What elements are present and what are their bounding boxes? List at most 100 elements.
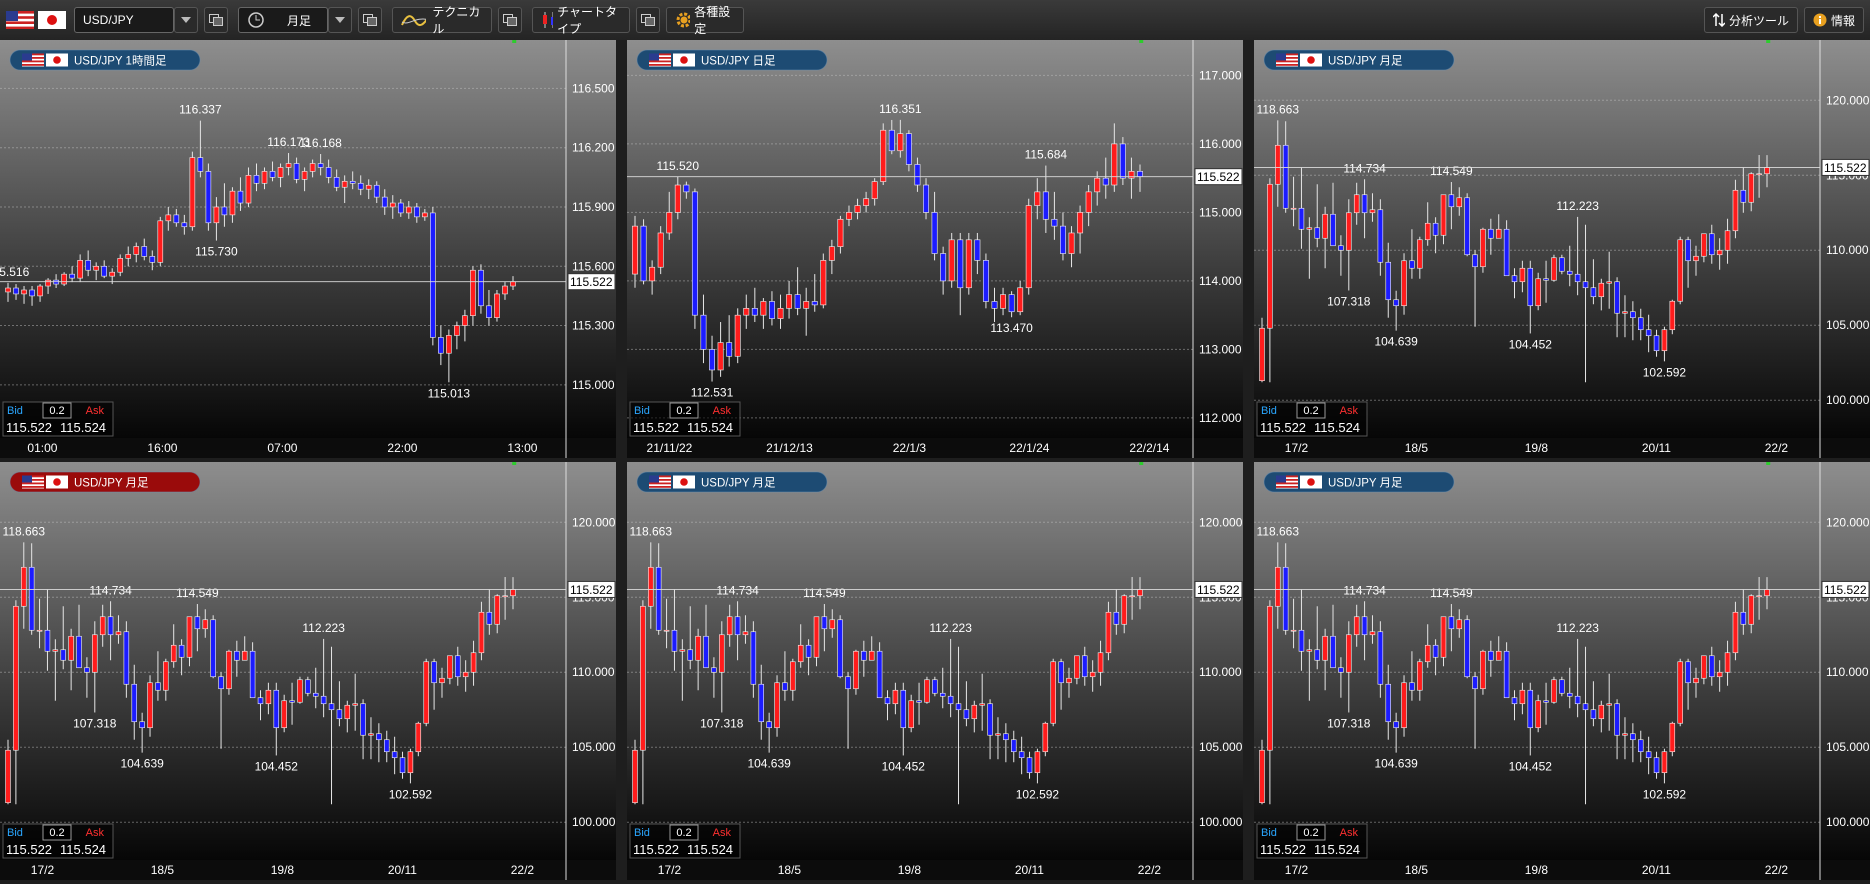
candle-body	[125, 254, 132, 259]
timeframe-dropdown[interactable]	[328, 7, 352, 33]
chart-panel[interactable]: 100.000105.000110.000115.000120.00017/21…	[1254, 462, 1870, 880]
candle-body	[423, 661, 429, 724]
candle-body	[1456, 197, 1463, 208]
jp-flag-disc	[680, 56, 688, 64]
symbol-dropdown[interactable]	[174, 7, 198, 33]
us-flag-canton	[22, 53, 32, 61]
candle-body	[1716, 249, 1723, 256]
settings-button[interactable]: 各種設定	[666, 5, 744, 36]
us-flag-stripe	[22, 486, 44, 488]
spread-value: 0.2	[1303, 405, 1318, 417]
candle-body	[1732, 189, 1739, 232]
candle-body	[147, 682, 153, 729]
candle-body	[249, 650, 256, 699]
candle-body	[1393, 299, 1399, 307]
chart-title: USD/JPY 月足	[1328, 56, 1403, 68]
price-annotation: 118.663	[1257, 524, 1300, 538]
candle-body	[1724, 230, 1731, 251]
timeframe-select[interactable]: 月足	[238, 7, 328, 33]
candle-body	[381, 196, 388, 208]
info-button[interactable]: 情報	[1803, 7, 1864, 33]
price-annotation: 107.318	[700, 716, 744, 730]
price-annotation: 112.223	[929, 621, 972, 635]
candle-body	[649, 266, 656, 282]
candle-body	[237, 190, 244, 204]
candle-body	[384, 739, 390, 753]
chart-title: USD/JPY 日足	[701, 56, 776, 68]
candle-body	[663, 629, 670, 632]
jp-flag-disc	[1307, 478, 1315, 486]
chart-title-tab[interactable]: USD/JPY 月足	[636, 471, 828, 493]
candle-body	[1085, 191, 1092, 213]
chart-title-tab[interactable]: USD/JPY 1時間足	[9, 49, 201, 71]
copy-button[interactable]	[204, 7, 228, 33]
chart-panel[interactable]: 100.000105.000110.000115.000120.00017/21…	[627, 462, 1243, 880]
candle-body	[1377, 209, 1384, 263]
us-flag-stripe	[22, 53, 44, 56]
candle-body	[131, 683, 137, 723]
candle-body	[820, 260, 827, 306]
chart-panel[interactable]: 112.000 113.000 114.000 115.000 116.000 117.0…	[627, 40, 1243, 458]
candle-body	[277, 167, 284, 178]
candle-body	[205, 171, 212, 224]
x-tick-label: 16:00	[147, 441, 177, 455]
dropdown-arrow	[335, 17, 345, 23]
last-price-label: 115.522	[1197, 583, 1240, 597]
technical-button[interactable]: テクニカル	[392, 5, 492, 36]
candle-body	[1566, 270, 1573, 275]
y-tick-label: 115.300	[572, 319, 615, 333]
chart-type-button[interactable]: チャートタイプ	[532, 5, 630, 36]
candle-body	[711, 667, 717, 673]
candle-body	[289, 700, 295, 703]
quote-box: Bid 0.2 Ask 115.522 115.524	[2, 401, 114, 437]
candle-body	[494, 293, 500, 318]
candle-body	[101, 265, 107, 277]
copy-button[interactable]	[358, 7, 382, 33]
chart-title-tab[interactable]: USD/JPY 日足	[636, 49, 828, 71]
chart-title-tab[interactable]: USD/JPY 月足	[1263, 471, 1455, 493]
candle-body	[743, 308, 750, 316]
y-tick-label: 110.000	[1826, 665, 1869, 679]
copy-button[interactable]	[498, 7, 522, 33]
candle-body	[21, 289, 27, 295]
price-annotation: 104.639	[1374, 757, 1418, 771]
candle-body	[1058, 661, 1064, 684]
candle-body	[92, 634, 98, 673]
candle-body	[1685, 239, 1691, 262]
bid-label: Bid	[7, 405, 23, 417]
candle-body	[1638, 317, 1644, 331]
y-tick-label: 115.000	[1199, 205, 1242, 219]
candle-body	[888, 129, 895, 152]
candle-body	[133, 246, 140, 255]
candle-body	[829, 619, 836, 630]
chart-panel[interactable]: 100.000105.000110.000115.000120.00017/21…	[0, 462, 616, 880]
candle-body	[1440, 194, 1447, 236]
price-annotation: 114.549	[1430, 164, 1473, 178]
spread-box	[669, 402, 699, 419]
live-marker	[1766, 462, 1771, 465]
panel-background	[627, 462, 1243, 880]
chart: 115.000 115.300 115.600 115.900 116.200 116.5…	[0, 40, 616, 458]
candle-body	[1551, 257, 1557, 281]
chart-title-tab[interactable]: USD/JPY 月足	[1263, 49, 1455, 71]
chart-panel[interactable]: 115.000 115.300 115.600 115.900 116.200 116.5…	[0, 40, 616, 458]
candle-body	[1393, 721, 1399, 729]
chart-title: USD/JPY 月足	[1328, 478, 1403, 490]
candle-body	[939, 692, 946, 697]
candle-body	[1590, 709, 1597, 720]
candle-body	[117, 258, 124, 273]
candle-body	[1060, 225, 1066, 254]
candle-body	[709, 349, 715, 371]
chart-title-tab[interactable]: USD/JPY 月足	[9, 471, 201, 493]
analysis-tool-button[interactable]: 分析ツール	[1703, 7, 1798, 33]
candle-body	[462, 315, 468, 326]
copy-button[interactable]	[636, 7, 660, 33]
quote-box: Bid 0.2 Ask 115.522 115.524	[2, 823, 114, 859]
candle-body	[828, 246, 835, 261]
symbol-select[interactable]: USD/JPY	[74, 7, 174, 33]
chart-panel[interactable]: 100.000105.000110.000115.000120.00017/21…	[1254, 40, 1870, 458]
last-price-box	[1194, 580, 1243, 598]
ask-price: 115.524	[1314, 420, 1360, 435]
us-flag-stripe	[649, 60, 671, 63]
candle-body	[181, 222, 188, 228]
